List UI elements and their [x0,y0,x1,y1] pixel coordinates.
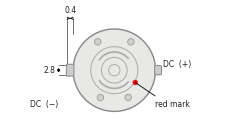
Circle shape [133,80,138,85]
FancyBboxPatch shape [66,64,74,76]
Text: DC  (−): DC (−) [30,100,58,109]
Circle shape [125,94,131,101]
Text: 0.4: 0.4 [64,6,76,15]
Circle shape [94,39,101,45]
Text: 2.8: 2.8 [44,66,55,75]
Text: red mark: red mark [155,100,190,109]
Circle shape [97,94,104,101]
Circle shape [73,29,155,111]
Text: DC  (+): DC (+) [163,60,191,69]
FancyBboxPatch shape [155,66,162,75]
Circle shape [128,39,134,45]
Circle shape [109,64,120,76]
